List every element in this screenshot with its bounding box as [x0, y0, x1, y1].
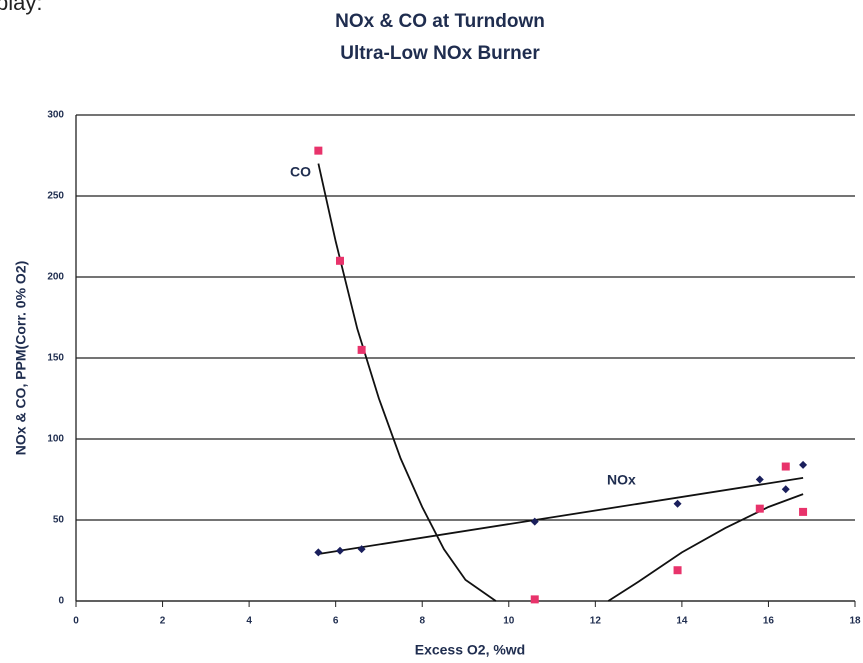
x-tick-label: 0	[73, 616, 79, 627]
x-tick-label: 18	[849, 616, 861, 627]
series-label: CO	[290, 164, 311, 180]
y-tick-label: 100	[47, 434, 64, 445]
co-point	[799, 508, 807, 516]
x-tick-label: 10	[503, 616, 515, 627]
y-tick-label: 300	[47, 110, 64, 121]
co-point	[336, 257, 344, 265]
y-axis-label: NOx & CO, PPM(Corr. 0% O2)	[13, 261, 29, 455]
nox-point	[314, 548, 322, 556]
chart-title: NOx & CO at Turndown	[335, 11, 545, 32]
co-point	[531, 595, 539, 603]
trend-line	[318, 164, 803, 601]
nox-point	[799, 461, 807, 469]
y-tick-label: 250	[47, 191, 64, 202]
y-tick-label: 200	[47, 272, 64, 283]
chart-subtitle: Ultra-Low NOx Burner	[340, 43, 540, 64]
co-point	[314, 147, 322, 155]
x-tick-label: 4	[246, 616, 252, 627]
nox-point	[674, 500, 682, 508]
co-point	[674, 566, 682, 574]
page: {"caption": "play:", "chart_data": {"typ…	[0, 0, 863, 663]
series-label: NOx	[607, 472, 636, 488]
x-axis-label: Excess O2, %wd	[415, 642, 526, 658]
nox-point	[756, 476, 764, 484]
chart: play: NOx & CO at Turndown Ultra-Low NOx…	[0, 0, 863, 663]
x-tick-label: 16	[763, 616, 775, 627]
y-tick-label: 0	[58, 596, 64, 607]
x-tick-label: 14	[676, 616, 688, 627]
caption: play:	[0, 0, 42, 15]
y-tick-label: 150	[47, 353, 64, 364]
x-tick-label: 8	[419, 616, 425, 627]
x-tick-label: 6	[333, 616, 339, 627]
y-tick-label: 50	[53, 515, 65, 526]
nox-point	[336, 547, 344, 555]
nox-point	[782, 485, 790, 493]
x-tick-label: 12	[590, 616, 602, 627]
trend-line	[318, 478, 803, 554]
co-point	[358, 346, 366, 354]
co-point	[756, 505, 764, 513]
co-point	[782, 463, 790, 471]
x-tick-label: 2	[160, 616, 166, 627]
